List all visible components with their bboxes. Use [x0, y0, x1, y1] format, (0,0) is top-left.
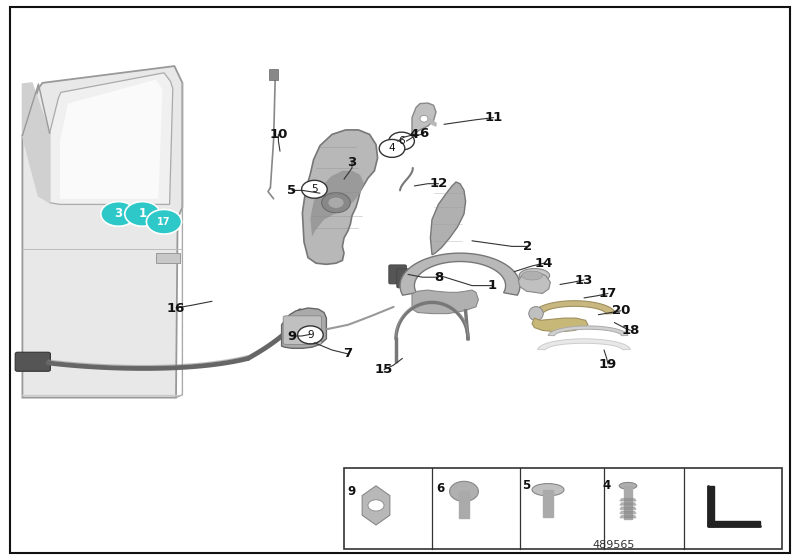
Text: 7: 7 — [343, 347, 353, 361]
Polygon shape — [620, 499, 636, 501]
Text: 4: 4 — [602, 479, 610, 492]
Text: 6: 6 — [398, 136, 405, 146]
Polygon shape — [620, 515, 636, 517]
Text: 6: 6 — [419, 127, 429, 140]
Polygon shape — [50, 73, 173, 204]
Polygon shape — [624, 486, 632, 520]
Text: 5: 5 — [522, 479, 530, 492]
Text: 489565: 489565 — [592, 540, 634, 550]
Circle shape — [322, 193, 350, 213]
Circle shape — [450, 482, 478, 502]
Text: 9: 9 — [348, 485, 356, 498]
Polygon shape — [708, 486, 714, 526]
Circle shape — [389, 132, 414, 150]
Text: 17: 17 — [158, 217, 170, 227]
Text: 11: 11 — [485, 111, 502, 124]
Text: 9: 9 — [287, 329, 297, 343]
Ellipse shape — [532, 484, 564, 496]
Text: 8: 8 — [434, 270, 443, 284]
Text: 20: 20 — [612, 304, 630, 318]
Text: 4: 4 — [410, 128, 419, 141]
Polygon shape — [533, 301, 616, 314]
FancyBboxPatch shape — [397, 269, 414, 288]
Text: 14: 14 — [535, 256, 553, 270]
Ellipse shape — [522, 271, 542, 280]
Polygon shape — [428, 118, 436, 126]
FancyBboxPatch shape — [283, 316, 322, 344]
Ellipse shape — [529, 307, 543, 321]
Text: 9: 9 — [307, 330, 314, 340]
Ellipse shape — [420, 115, 428, 122]
Text: 17: 17 — [599, 287, 617, 300]
Text: 18: 18 — [622, 324, 639, 337]
Polygon shape — [548, 326, 628, 335]
FancyBboxPatch shape — [389, 265, 406, 284]
Text: 15: 15 — [375, 363, 393, 376]
Text: 1: 1 — [487, 279, 497, 292]
Polygon shape — [412, 290, 478, 314]
Polygon shape — [412, 103, 436, 134]
Text: 13: 13 — [575, 273, 593, 287]
Circle shape — [101, 202, 136, 226]
Circle shape — [328, 197, 344, 208]
Polygon shape — [620, 507, 636, 510]
Circle shape — [146, 209, 182, 234]
Text: 2: 2 — [523, 240, 533, 253]
Polygon shape — [532, 318, 588, 332]
Text: 1: 1 — [138, 207, 146, 221]
Polygon shape — [543, 489, 553, 516]
Text: 4: 4 — [389, 143, 395, 153]
Bar — [156, 253, 180, 263]
Polygon shape — [430, 182, 466, 255]
Polygon shape — [400, 253, 520, 295]
Polygon shape — [708, 521, 760, 526]
Polygon shape — [60, 80, 162, 199]
Polygon shape — [620, 511, 636, 514]
Bar — [344, 468, 782, 549]
Text: 16: 16 — [167, 301, 185, 315]
Polygon shape — [362, 486, 390, 525]
Polygon shape — [22, 66, 182, 398]
Bar — [269, 69, 278, 80]
Polygon shape — [282, 308, 326, 348]
Polygon shape — [620, 503, 636, 505]
Ellipse shape — [519, 269, 550, 283]
Polygon shape — [459, 492, 469, 517]
Text: 12: 12 — [430, 177, 447, 190]
Circle shape — [368, 500, 384, 511]
Text: 3: 3 — [114, 207, 122, 221]
Polygon shape — [538, 339, 630, 349]
Polygon shape — [22, 83, 50, 203]
Polygon shape — [518, 272, 550, 293]
FancyBboxPatch shape — [15, 352, 50, 371]
Text: 19: 19 — [599, 357, 617, 371]
Circle shape — [298, 326, 323, 344]
Text: 5: 5 — [311, 184, 318, 194]
Text: 10: 10 — [270, 128, 287, 141]
Text: 5: 5 — [287, 184, 297, 197]
Circle shape — [379, 139, 405, 157]
Polygon shape — [302, 130, 378, 264]
Circle shape — [302, 180, 327, 198]
Polygon shape — [310, 171, 364, 236]
Circle shape — [125, 202, 160, 226]
Text: 3: 3 — [347, 156, 357, 169]
Text: 6: 6 — [436, 482, 444, 495]
Ellipse shape — [619, 482, 637, 489]
